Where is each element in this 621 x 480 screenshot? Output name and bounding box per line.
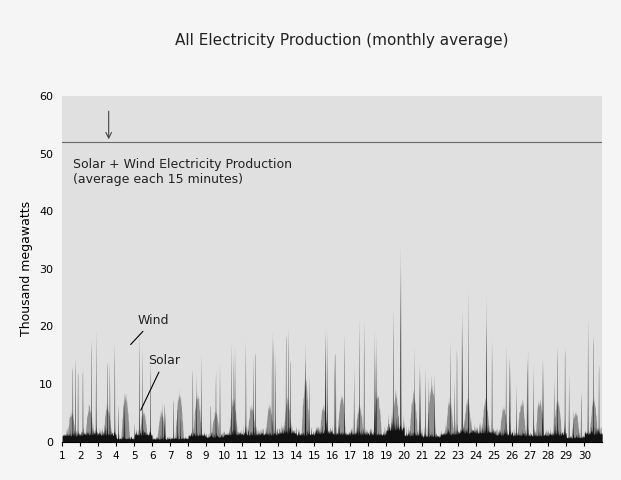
Text: Solar + Wind Electricity Production
(average each 15 minutes): Solar + Wind Electricity Production (ave… <box>73 158 292 186</box>
Text: All Electricity Production (monthly average): All Electricity Production (monthly aver… <box>175 33 509 48</box>
Text: Wind: Wind <box>130 313 170 345</box>
Y-axis label: Thousand megawatts: Thousand megawatts <box>20 201 34 336</box>
Text: Solar: Solar <box>141 354 181 410</box>
